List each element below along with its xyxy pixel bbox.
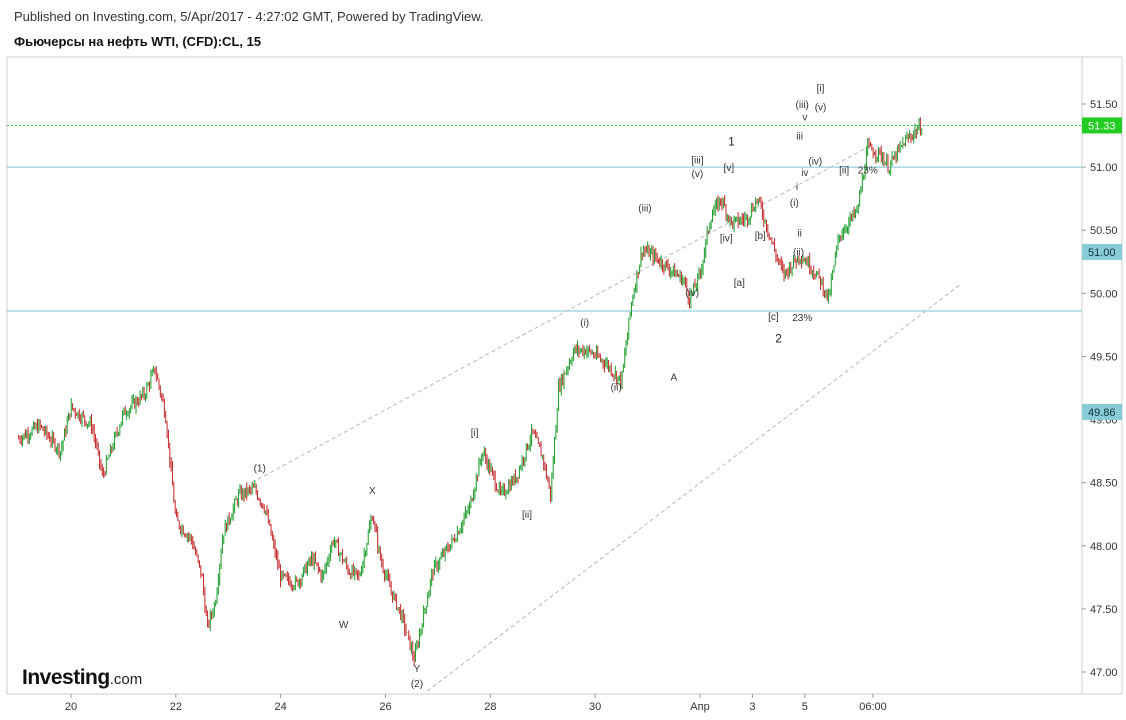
wave-label: v xyxy=(802,112,807,123)
wave-label: A xyxy=(670,372,677,383)
wave-label: [a] xyxy=(734,278,745,289)
y-tick-label: 51.00 xyxy=(1090,162,1118,174)
wave-label: iv xyxy=(801,168,808,179)
x-tick-label: 06:00 xyxy=(859,701,887,713)
wave-label: 2 xyxy=(775,332,782,346)
y-tick-label: 48.50 xyxy=(1090,478,1118,490)
wave-label: [i] xyxy=(471,428,479,439)
x-tick-label: 28 xyxy=(484,701,496,713)
time-axis: 20 22 24 26 28 30 Апр 3 5 06:00 xyxy=(65,694,887,713)
price-tag-bg-0 xyxy=(1082,117,1122,134)
chart-title: Фьючерсы на нефть WTI, (CFD):CL, 15 xyxy=(14,34,262,49)
x-tick-label: 5 xyxy=(802,701,808,713)
wave-label: (iii) xyxy=(796,100,809,111)
investing-logo[interactable]: Investing.com xyxy=(22,666,142,690)
wave-label: (v) xyxy=(815,102,827,113)
wave-label: (iv) xyxy=(685,288,699,299)
y-tick-label: 51.50 xyxy=(1090,99,1118,111)
x-tick-label: 20 xyxy=(65,701,77,713)
plot-frame xyxy=(6,56,1083,695)
wave-label: Y xyxy=(414,664,421,675)
wave-label: (iii) xyxy=(638,203,651,214)
wave-label: iii xyxy=(796,131,803,142)
wave-label: (2) xyxy=(411,679,423,690)
horizontal-levels xyxy=(7,124,1082,312)
wave-label: ii xyxy=(797,229,801,240)
channel-line-1 xyxy=(427,282,963,692)
x-tick-label: 26 xyxy=(379,701,391,713)
y-tick-label: 47.00 xyxy=(1090,667,1118,679)
wave-label: (v) xyxy=(692,169,704,180)
wave-label: (i) xyxy=(790,198,799,209)
price-tag-bg-1 xyxy=(1082,243,1122,260)
logo-main: Investing xyxy=(22,666,110,689)
price-tags: 51.33 51.00 49.86 xyxy=(1082,117,1122,420)
y-tick-label: 50.00 xyxy=(1090,288,1118,300)
wave-label: 23% xyxy=(792,313,812,324)
y-tick-label: 49.50 xyxy=(1090,351,1118,363)
price-axis: 47.0047.5048.0048.5049.0049.5050.0050.50… xyxy=(1082,99,1118,679)
channel-line-0 xyxy=(251,145,871,484)
x-tick-label: 3 xyxy=(749,701,755,713)
wave-label: (iv) xyxy=(808,157,822,168)
wave-label: [ii] xyxy=(839,165,849,176)
channel-lines xyxy=(251,145,963,692)
wave-label: W xyxy=(339,620,349,631)
wave-label: [v] xyxy=(724,163,735,174)
x-tick-label: 30 xyxy=(589,701,601,713)
published-line: Published on Investing.com, 5/Apr/2017 -… xyxy=(14,9,484,24)
wave-label: (i) xyxy=(580,318,589,329)
x-tick-label: Апр xyxy=(690,701,709,713)
wave-label: 1 xyxy=(728,135,735,149)
wave-label: (ii) xyxy=(611,383,622,394)
wave-label: X xyxy=(369,486,376,497)
price-tag-label-1: 51.00 xyxy=(1088,247,1116,259)
y-tick-label: 48.00 xyxy=(1090,541,1118,553)
y-tick-label: 50.50 xyxy=(1090,225,1118,237)
wave-label: [c] xyxy=(768,312,779,323)
candles xyxy=(18,117,923,667)
wave-label: i xyxy=(796,182,798,193)
wave-label: [b] xyxy=(755,231,766,242)
wave-label: [i] xyxy=(817,83,825,94)
wave-label: [iii] xyxy=(691,155,703,166)
logo-suffix: .com xyxy=(109,671,143,688)
x-tick-label: 24 xyxy=(275,701,287,713)
wave-labels: (1) X W Y (2) [i] [ii] (i) (ii) (iii) A (iv) [iii] (v… xyxy=(254,83,878,690)
wave-label: [ii] xyxy=(522,510,532,521)
price-tag-bg-2 xyxy=(1082,403,1122,420)
wave-label: (ii) xyxy=(793,247,804,258)
price-tag-label-2: 49.86 xyxy=(1088,407,1116,419)
y-tick-label: 47.50 xyxy=(1090,604,1118,616)
price-tag-label-0: 51.33 xyxy=(1088,120,1116,132)
wave-label: [iv] xyxy=(720,234,733,245)
wave-label: (1) xyxy=(254,463,266,474)
price-axis-frame xyxy=(1081,56,1123,695)
wave-label: 23% xyxy=(858,165,878,176)
x-tick-label: 22 xyxy=(170,701,182,713)
